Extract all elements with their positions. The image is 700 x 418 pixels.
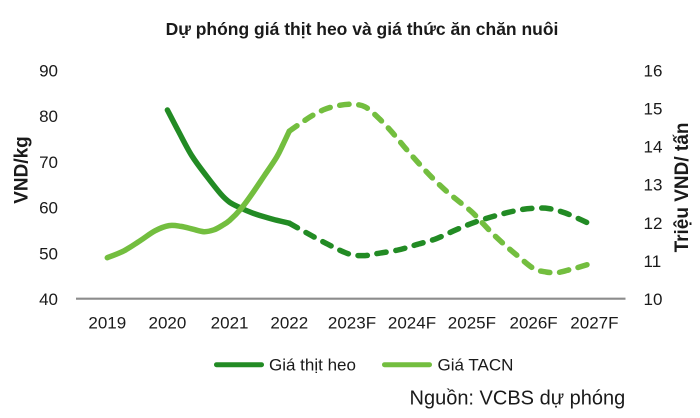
- svg-text:2027F: 2027F: [570, 314, 618, 333]
- svg-text:2026F: 2026F: [509, 314, 557, 333]
- svg-text:12: 12: [644, 214, 663, 233]
- svg-text:13: 13: [644, 176, 663, 195]
- svg-text:Dự phóng giá thịt heo và giá t: Dự phóng giá thịt heo và giá thức ăn chă…: [166, 19, 559, 39]
- svg-text:2021: 2021: [211, 314, 249, 333]
- svg-text:2019: 2019: [88, 314, 126, 333]
- svg-text:2024F: 2024F: [388, 314, 436, 333]
- svg-text:2025F: 2025F: [448, 314, 496, 333]
- svg-text:15: 15: [644, 100, 663, 119]
- svg-text:10: 10: [644, 290, 663, 309]
- svg-text:Nguồn: VCBS dự phóng: Nguồn: VCBS dự phóng: [410, 388, 626, 410]
- svg-text:Triệu VND/ tấn: Triệu VND/ tấn: [672, 123, 693, 253]
- svg-text:11: 11: [644, 252, 662, 271]
- svg-text:90: 90: [39, 62, 58, 81]
- svg-text:Giá thịt heo: Giá thịt heo: [269, 356, 356, 375]
- svg-text:2023F: 2023F: [328, 314, 376, 333]
- svg-text:16: 16: [644, 62, 663, 81]
- svg-text:14: 14: [644, 138, 663, 157]
- svg-text:Giá TACN: Giá TACN: [438, 356, 514, 375]
- svg-text:2020: 2020: [148, 314, 186, 333]
- svg-text:40: 40: [39, 290, 58, 309]
- svg-text:60: 60: [39, 199, 58, 218]
- svg-text:50: 50: [39, 244, 58, 263]
- svg-text:70: 70: [39, 153, 58, 172]
- svg-text:VND/kg: VND/kg: [11, 136, 32, 204]
- svg-text:80: 80: [39, 107, 58, 126]
- svg-text:2022: 2022: [270, 314, 308, 333]
